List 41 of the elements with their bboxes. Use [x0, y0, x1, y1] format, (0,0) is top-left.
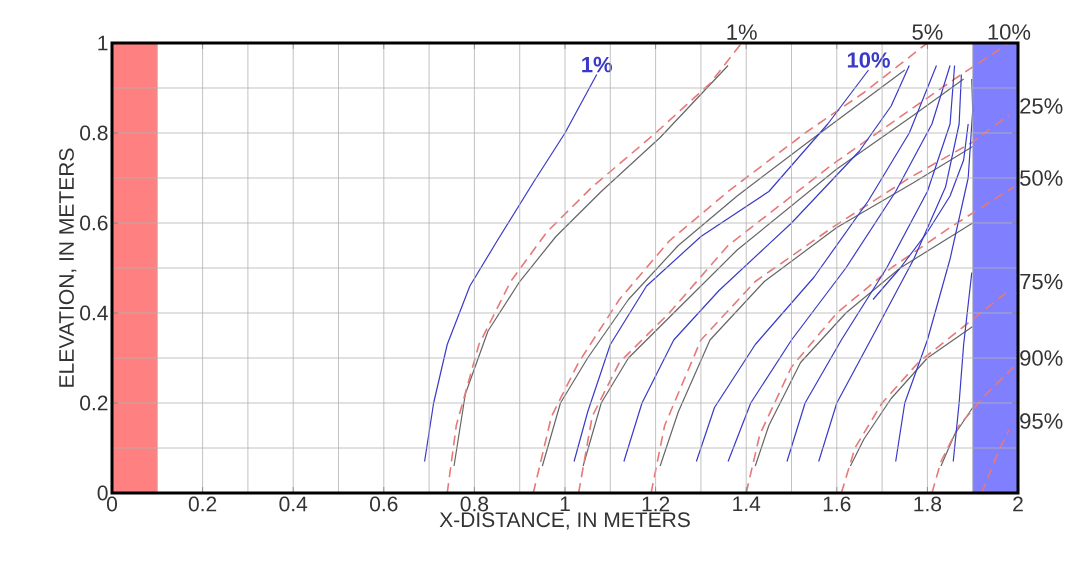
series-label: 75%: [1020, 273, 1063, 290]
x-tick-label: 1.4: [733, 496, 761, 511]
series-label: 1%: [727, 24, 757, 40]
series-label: 10%: [847, 52, 890, 68]
y-tick-label: 0: [97, 485, 108, 501]
line-series: [577, 42, 1010, 494]
x-tick-label: 2: [1013, 496, 1023, 512]
y-tick-label: 0.2: [80, 395, 108, 411]
series-label: 90%: [1020, 350, 1063, 366]
line-series: [931, 366, 1015, 494]
series-label: 25%: [1020, 98, 1063, 114]
line-series: [745, 186, 1015, 494]
x-tick-label: 0.2: [188, 496, 217, 512]
line-series: [895, 78, 974, 463]
line-series: [582, 78, 965, 467]
x-tick-label: 0.8: [460, 496, 489, 512]
x-axis-title: X-DISTANCE, IN METERS: [439, 512, 690, 530]
line-series: [849, 325, 974, 467]
x-tick-label: 0.4: [279, 496, 308, 512]
line-series: [754, 222, 974, 467]
y-tick-label: 0.8: [80, 125, 108, 141]
series-label: 10%: [988, 24, 1031, 40]
x-tick-label: 1.2: [642, 496, 670, 512]
series-label: 95%: [1020, 413, 1063, 429]
series-label: 50%: [1020, 170, 1063, 186]
line-series: [650, 114, 1010, 494]
series-label: 5%: [912, 24, 943, 40]
line-series: [446, 42, 743, 494]
line-series: [980, 429, 1010, 494]
x-tick-label: 0.6: [370, 496, 398, 512]
line-series: [423, 73, 598, 463]
y-tick-label: 0.4: [80, 305, 108, 321]
line-series: [952, 271, 973, 463]
line-series: [659, 145, 974, 467]
series-label: 1%: [582, 56, 613, 73]
x-tick-label: 1: [560, 496, 570, 511]
y-tick-label: 0.6: [80, 215, 108, 231]
x-tick-label: 1.8: [914, 496, 942, 512]
y-tick-label: 1: [98, 35, 108, 51]
x-tick-label: 1.6: [823, 496, 851, 512]
y-axis-title: ELEVATION, IN METERS: [59, 148, 77, 387]
